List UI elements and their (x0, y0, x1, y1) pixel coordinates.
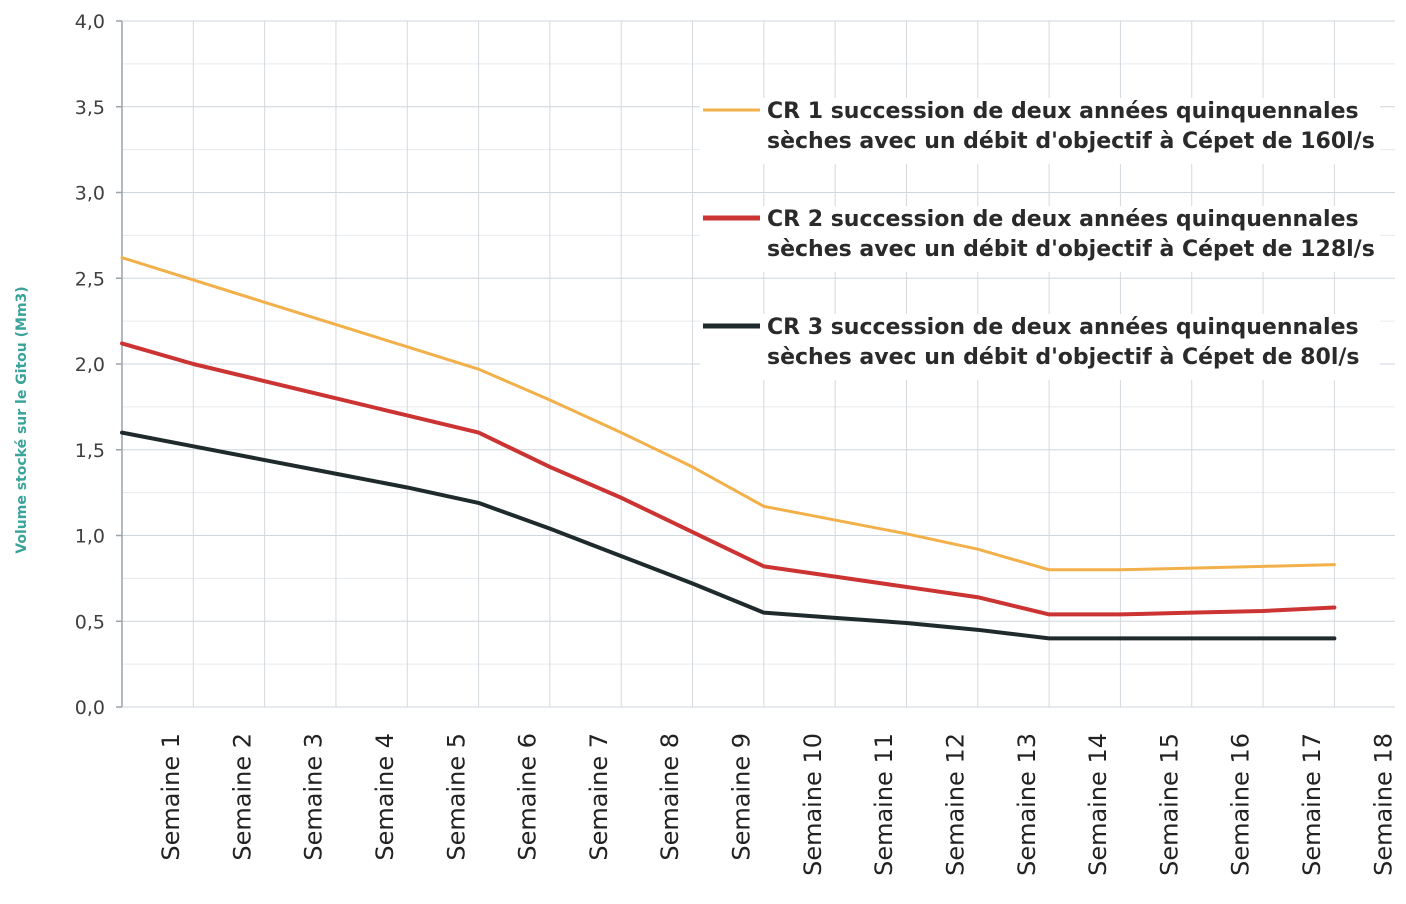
x-tick-label: Semaine 7 (585, 733, 613, 861)
legend: CR 1 succession de deux années quinquenn… (700, 98, 1380, 380)
x-tick-label: Semaine 3 (300, 733, 328, 861)
x-tick-label: Semaine 9 (728, 733, 756, 861)
y-tick-label: 2,0 (75, 354, 105, 376)
x-tick-label: Semaine 17 (1298, 733, 1326, 876)
legend-label-2-line1: CR 2 succession de deux années quinquenn… (767, 207, 1359, 232)
y-tick-label: 1,5 (75, 440, 105, 462)
y-tick-label: 0,5 (75, 611, 105, 633)
y-axis-label: Volume stocké sur le Gitou (Mm3) (14, 286, 30, 553)
x-tick-label: Semaine 12 (941, 733, 969, 876)
axes (116, 20, 123, 708)
series-lines (120, 256, 1337, 641)
x-tick-labels: Semaine 1 Semaine 2 Semaine 3 Semaine 4 Sema… (157, 733, 1397, 876)
x-tick-label: Semaine 16 (1227, 733, 1255, 876)
y-tick-label: 2,5 (75, 268, 105, 290)
x-tick-label: Semaine 6 (514, 733, 542, 861)
x-tick-label: Semaine 13 (1013, 733, 1041, 876)
legend-background (700, 206, 1380, 272)
x-tick-label: Semaine 2 (228, 733, 256, 861)
x-tick-label: Semaine 1 (157, 733, 185, 861)
x-tick-label: Semaine 11 (870, 733, 898, 876)
legend-label-3-line2: sèches avec un débit d'objectif à Cépet … (767, 345, 1360, 370)
x-tick-label: Semaine 14 (1084, 733, 1112, 876)
legend-label-1-line1: CR 1 succession de deux années quinquenn… (767, 99, 1359, 124)
legend-background (700, 314, 1380, 380)
series-line-1 (120, 256, 1336, 572)
y-tick-label: 3,5 (75, 97, 105, 119)
x-tick-label: Semaine 15 (1155, 733, 1183, 876)
y-tick-label: 4,0 (75, 11, 105, 33)
y-tick-label: 0,0 (75, 697, 105, 719)
x-tick-label: Semaine 4 (371, 733, 399, 861)
legend-label-3-line1: CR 3 succession de deux années quinquenn… (767, 315, 1359, 340)
x-tick-label: Semaine 5 (442, 733, 470, 861)
y-tick-label: 1,0 (75, 526, 105, 548)
legend-label-2-line2: sèches avec un débit d'objectif à Cépet … (767, 237, 1375, 262)
legend-background (700, 98, 1380, 164)
series-line-3 (120, 430, 1337, 641)
legend-label-1-line2: sèches avec un débit d'objectif à Cépet … (767, 129, 1375, 154)
series-line-2 (120, 341, 1337, 617)
x-tick-label: Semaine 18 (1369, 733, 1397, 876)
y-tick-label: 3,0 (75, 183, 105, 205)
x-tick-label: Semaine 10 (799, 733, 827, 876)
y-tick-labels: 0,0 0,5 1,0 1,5 2,0 2,5 3,0 3,5 4,0 (75, 11, 105, 719)
x-tick-label: Semaine 8 (656, 733, 684, 861)
